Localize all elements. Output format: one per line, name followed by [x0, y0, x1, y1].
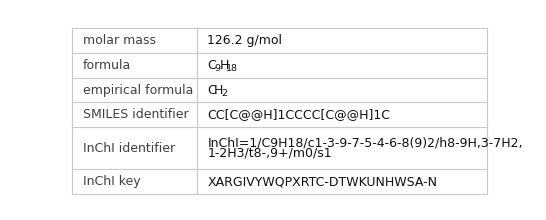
Text: InChI identifier: InChI identifier [83, 142, 175, 155]
Text: C: C [207, 84, 216, 97]
Text: 2: 2 [221, 89, 227, 98]
Text: CC[C@@H]1CCCC[C@@H]1C: CC[C@@H]1CCCC[C@@H]1C [207, 108, 390, 121]
Text: formula: formula [83, 59, 131, 72]
Text: XARGIVYWQPXRTC-DTWKUNHWSA-N: XARGIVYWQPXRTC-DTWKUNHWSA-N [207, 175, 437, 188]
Text: H: H [219, 59, 229, 72]
Text: InChI=1/C9H18/c1-3-9-7-5-4-6-8(9)2/h8-9H,3-7H2,: InChI=1/C9H18/c1-3-9-7-5-4-6-8(9)2/h8-9H… [207, 137, 523, 150]
Text: H: H [214, 84, 224, 97]
Text: 18: 18 [226, 64, 238, 73]
Text: molar mass: molar mass [83, 34, 156, 47]
Text: SMILES identifier: SMILES identifier [83, 108, 189, 121]
Text: InChI key: InChI key [83, 175, 141, 188]
Text: 1-2H3/t8-,9+/m0/s1: 1-2H3/t8-,9+/m0/s1 [207, 147, 332, 160]
Text: empirical formula: empirical formula [83, 84, 193, 97]
Text: 126.2 g/mol: 126.2 g/mol [207, 34, 282, 47]
Text: C: C [207, 59, 216, 72]
Text: 9: 9 [214, 64, 220, 73]
